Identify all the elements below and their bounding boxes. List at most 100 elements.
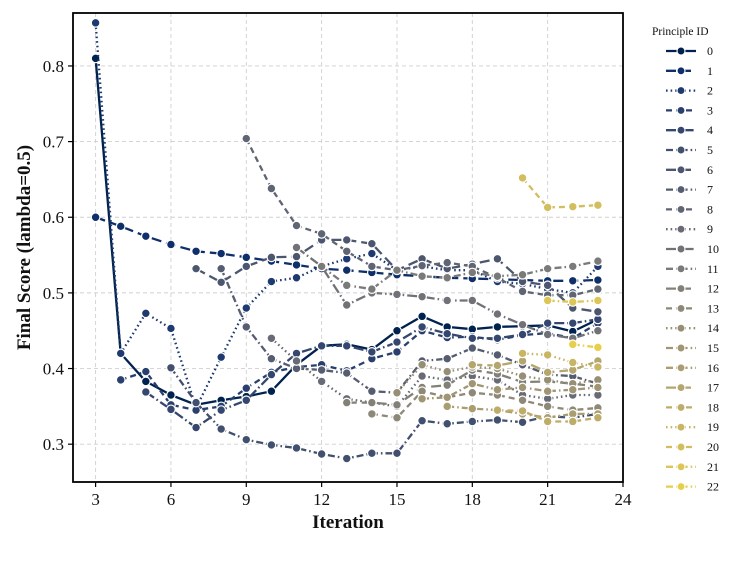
- data-point-2: [366, 248, 377, 259]
- data-point-8: [592, 284, 603, 295]
- data-point-5: [191, 397, 201, 408]
- series-line-19: [522, 352, 599, 369]
- series-17: [467, 356, 603, 378]
- data-point-3: [392, 346, 402, 357]
- legend-marker: [676, 323, 686, 333]
- data-point-15: [467, 378, 478, 389]
- data-point-14: [442, 366, 453, 377]
- data-point-8: [241, 133, 252, 144]
- data-point-11: [592, 256, 603, 267]
- series-line-20: [521, 177, 598, 209]
- data-point-11: [467, 267, 478, 278]
- data-point-12: [366, 397, 377, 408]
- data-point-4: [166, 404, 176, 415]
- legend-label: 9: [707, 222, 713, 236]
- legend-marker: [676, 105, 686, 115]
- data-point-10: [592, 325, 603, 336]
- x-tick-label: 15: [388, 490, 405, 509]
- data-point-4: [266, 369, 277, 380]
- legend-label: 6: [707, 163, 713, 177]
- data-point-1: [115, 221, 126, 232]
- legend-item-22: 22: [666, 480, 719, 494]
- series-line-8: [245, 138, 599, 297]
- data-point-5: [341, 453, 352, 464]
- legend-label: 4: [707, 123, 713, 137]
- data-point-8: [442, 257, 453, 268]
- data-point-5: [442, 418, 453, 429]
- data-point-10: [291, 242, 302, 253]
- data-point-8: [266, 183, 277, 194]
- legend-label: 0: [707, 44, 713, 58]
- data-point-3: [115, 374, 126, 385]
- data-point-1: [592, 275, 603, 285]
- legend-label: 19: [707, 420, 719, 434]
- data-point-5: [417, 415, 427, 426]
- legend-marker: [676, 145, 686, 155]
- data-point-4: [366, 346, 377, 357]
- data-point-15: [542, 386, 553, 397]
- data-point-7: [266, 353, 277, 364]
- series-19: [517, 348, 603, 372]
- legend-label: 17: [707, 381, 719, 395]
- legend: Principle ID 012345678910111213141516171…: [652, 26, 719, 494]
- y-tick-label: 0.7: [43, 133, 65, 152]
- legend-marker: [676, 224, 686, 234]
- data-point-20: [592, 200, 603, 211]
- data-point-18: [542, 416, 553, 427]
- legend-marker: [676, 303, 686, 313]
- legend-marker: [676, 66, 686, 76]
- legend-marker: [676, 86, 686, 96]
- legend-label: 3: [707, 103, 713, 117]
- data-point-0: [392, 325, 402, 336]
- data-point-8: [417, 260, 427, 271]
- legend-item-6: 6: [666, 163, 713, 177]
- data-point-16: [442, 401, 453, 412]
- x-tick-label: 18: [464, 490, 481, 509]
- legend-label: 8: [707, 202, 713, 216]
- data-point-4: [442, 328, 453, 339]
- data-point-6: [291, 251, 302, 262]
- data-point-4: [567, 318, 578, 329]
- data-point-13: [392, 412, 402, 423]
- data-point-18: [492, 405, 503, 416]
- data-point-7: [366, 386, 377, 397]
- data-point-14: [392, 387, 402, 398]
- data-point-4: [140, 387, 151, 397]
- data-point-10: [517, 319, 528, 330]
- series-22: [567, 339, 603, 353]
- legend-item-0: 0: [666, 44, 713, 58]
- data-point-1: [191, 246, 201, 257]
- legend-item-2: 2: [666, 84, 713, 98]
- data-point-6: [492, 253, 503, 264]
- data-point-4: [341, 340, 352, 351]
- data-point-2: [166, 323, 176, 334]
- data-point-22: [567, 339, 578, 350]
- data-point-17: [542, 367, 553, 378]
- data-point-11: [366, 284, 377, 295]
- tick-layer: 3 6 9 12 15 18 21 24 0.3 0.4 0.5 0.6 0.7 0.8: [43, 57, 632, 509]
- data-point-11: [517, 269, 528, 280]
- legend-label: 13: [707, 301, 719, 315]
- data-point-11: [542, 263, 553, 274]
- legend-item-11: 11: [666, 262, 719, 276]
- series-18: [492, 405, 603, 427]
- data-point-8: [316, 228, 327, 239]
- legend-marker: [676, 185, 686, 195]
- data-point-4: [467, 333, 478, 344]
- data-point-20: [517, 173, 528, 183]
- y-tick-label: 0.8: [43, 57, 64, 76]
- legend-label: 2: [707, 84, 713, 98]
- y-tick-label: 0.5: [43, 284, 64, 303]
- legend-marker: [676, 402, 686, 412]
- data-point-0: [140, 376, 151, 387]
- data-point-6: [191, 263, 201, 274]
- data-point-11: [341, 280, 352, 291]
- data-point-0: [417, 311, 427, 322]
- legend-item-17: 17: [666, 381, 719, 395]
- legend-label: 16: [707, 361, 719, 375]
- series-5: [166, 362, 603, 464]
- legend-marker: [676, 165, 686, 175]
- data-point-11: [567, 261, 578, 272]
- data-point-6: [341, 235, 352, 245]
